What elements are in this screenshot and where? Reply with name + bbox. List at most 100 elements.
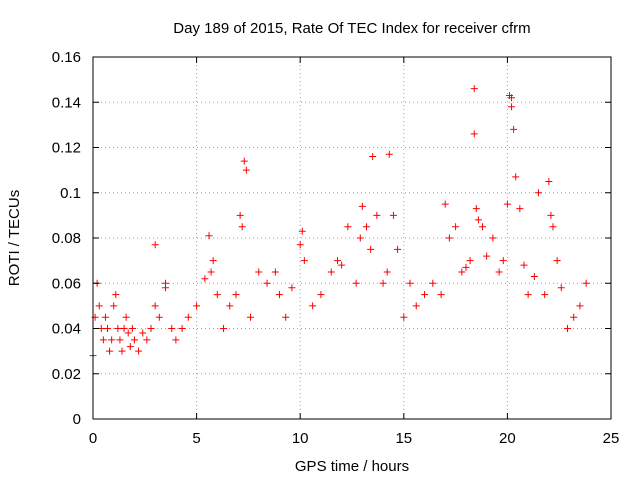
data-point (383, 268, 391, 276)
y-tick-label: 0.08 (52, 230, 81, 247)
data-point (338, 261, 346, 269)
data-point (106, 347, 114, 355)
data-point (553, 257, 561, 265)
y-tick-labels: 0 0.02 0.04 0.06 0.08 0.1 0.12 0.14 0.16 (52, 49, 81, 428)
data-point (155, 313, 163, 321)
y-tick-label: 0.12 (52, 140, 81, 157)
data-point (240, 157, 248, 165)
y-tick-label: 0.02 (52, 366, 81, 383)
data-point (151, 241, 159, 249)
data-point (545, 177, 553, 185)
data-point (168, 325, 176, 332)
data-point (483, 252, 491, 260)
data-point (508, 103, 516, 111)
data-point (130, 336, 138, 344)
data-point (479, 223, 487, 231)
data-point (429, 279, 437, 287)
y-tick-label: 0.1 (60, 185, 81, 202)
data-point (389, 211, 397, 219)
data-point (557, 284, 565, 292)
data-point (213, 291, 221, 299)
data-point (116, 336, 124, 344)
data-point (162, 284, 170, 292)
data-point (358, 202, 366, 210)
data-point (139, 329, 147, 337)
data-point (524, 291, 532, 299)
data-point (445, 234, 453, 242)
data-point (437, 291, 445, 299)
x-tick-label: 0 (89, 430, 97, 447)
y-tick-label: 0.14 (52, 94, 81, 111)
data-point (367, 245, 375, 253)
data-point (178, 325, 186, 332)
data-point (309, 302, 317, 310)
data-point (317, 291, 325, 299)
data-point (369, 153, 377, 161)
data-point (495, 268, 503, 276)
data-point (220, 325, 228, 332)
data-point (124, 329, 132, 337)
data-point (412, 302, 420, 310)
data-point (151, 302, 159, 310)
data-point (363, 223, 371, 231)
data-point (576, 302, 584, 310)
data-point (356, 234, 364, 242)
data-point (226, 302, 234, 310)
chart-title: Day 189 of 2015, Rate Of TEC Index for r… (173, 20, 530, 37)
data-point (503, 200, 511, 208)
data-point (394, 245, 402, 253)
x-tick-label: 25 (603, 430, 620, 447)
data-point (470, 130, 478, 138)
data-point (242, 166, 250, 174)
data-point (99, 336, 107, 344)
data-point (147, 325, 155, 332)
data-point (333, 257, 341, 265)
data-point (458, 268, 466, 276)
data-point (282, 313, 290, 321)
data-point (530, 272, 538, 280)
data-point (547, 211, 555, 219)
data-point (296, 241, 304, 249)
data-point (499, 257, 507, 265)
data-point (114, 325, 122, 332)
data-point (172, 336, 180, 344)
data-point (400, 313, 408, 321)
y-tick-label: 0 (73, 411, 81, 428)
data-point (510, 125, 518, 133)
data-point (118, 347, 126, 355)
data-point (520, 261, 528, 269)
x-tick-labels: 0 5 10 15 20 25 (89, 430, 620, 447)
data-point (344, 223, 352, 231)
data-point (104, 325, 112, 332)
data-point (126, 343, 134, 351)
data-point (474, 216, 482, 224)
data-point (232, 291, 240, 299)
data-point (184, 313, 192, 321)
data-point (516, 205, 524, 213)
data-point (570, 313, 578, 321)
x-tick-label: 10 (292, 430, 309, 447)
x-axis-label: GPS time / hours (295, 458, 409, 475)
data-point (275, 291, 283, 299)
data-point (263, 279, 271, 287)
data-point (128, 325, 136, 332)
data-point (300, 257, 308, 265)
data-point (135, 347, 143, 355)
data-point (207, 268, 215, 276)
data-point (373, 211, 381, 219)
data-point (205, 232, 213, 240)
data-point (470, 85, 478, 93)
data-point (246, 313, 254, 321)
data-point (112, 291, 120, 299)
data-point (193, 302, 201, 310)
data-point (541, 291, 549, 299)
data-point (472, 205, 480, 213)
y-tick-label: 0.16 (52, 49, 81, 66)
x-tick-label: 5 (192, 430, 200, 447)
data-point (143, 336, 151, 344)
data-point (421, 291, 429, 299)
data-point (385, 150, 393, 158)
y-tick-label: 0.06 (52, 275, 81, 292)
data-point (271, 268, 279, 276)
